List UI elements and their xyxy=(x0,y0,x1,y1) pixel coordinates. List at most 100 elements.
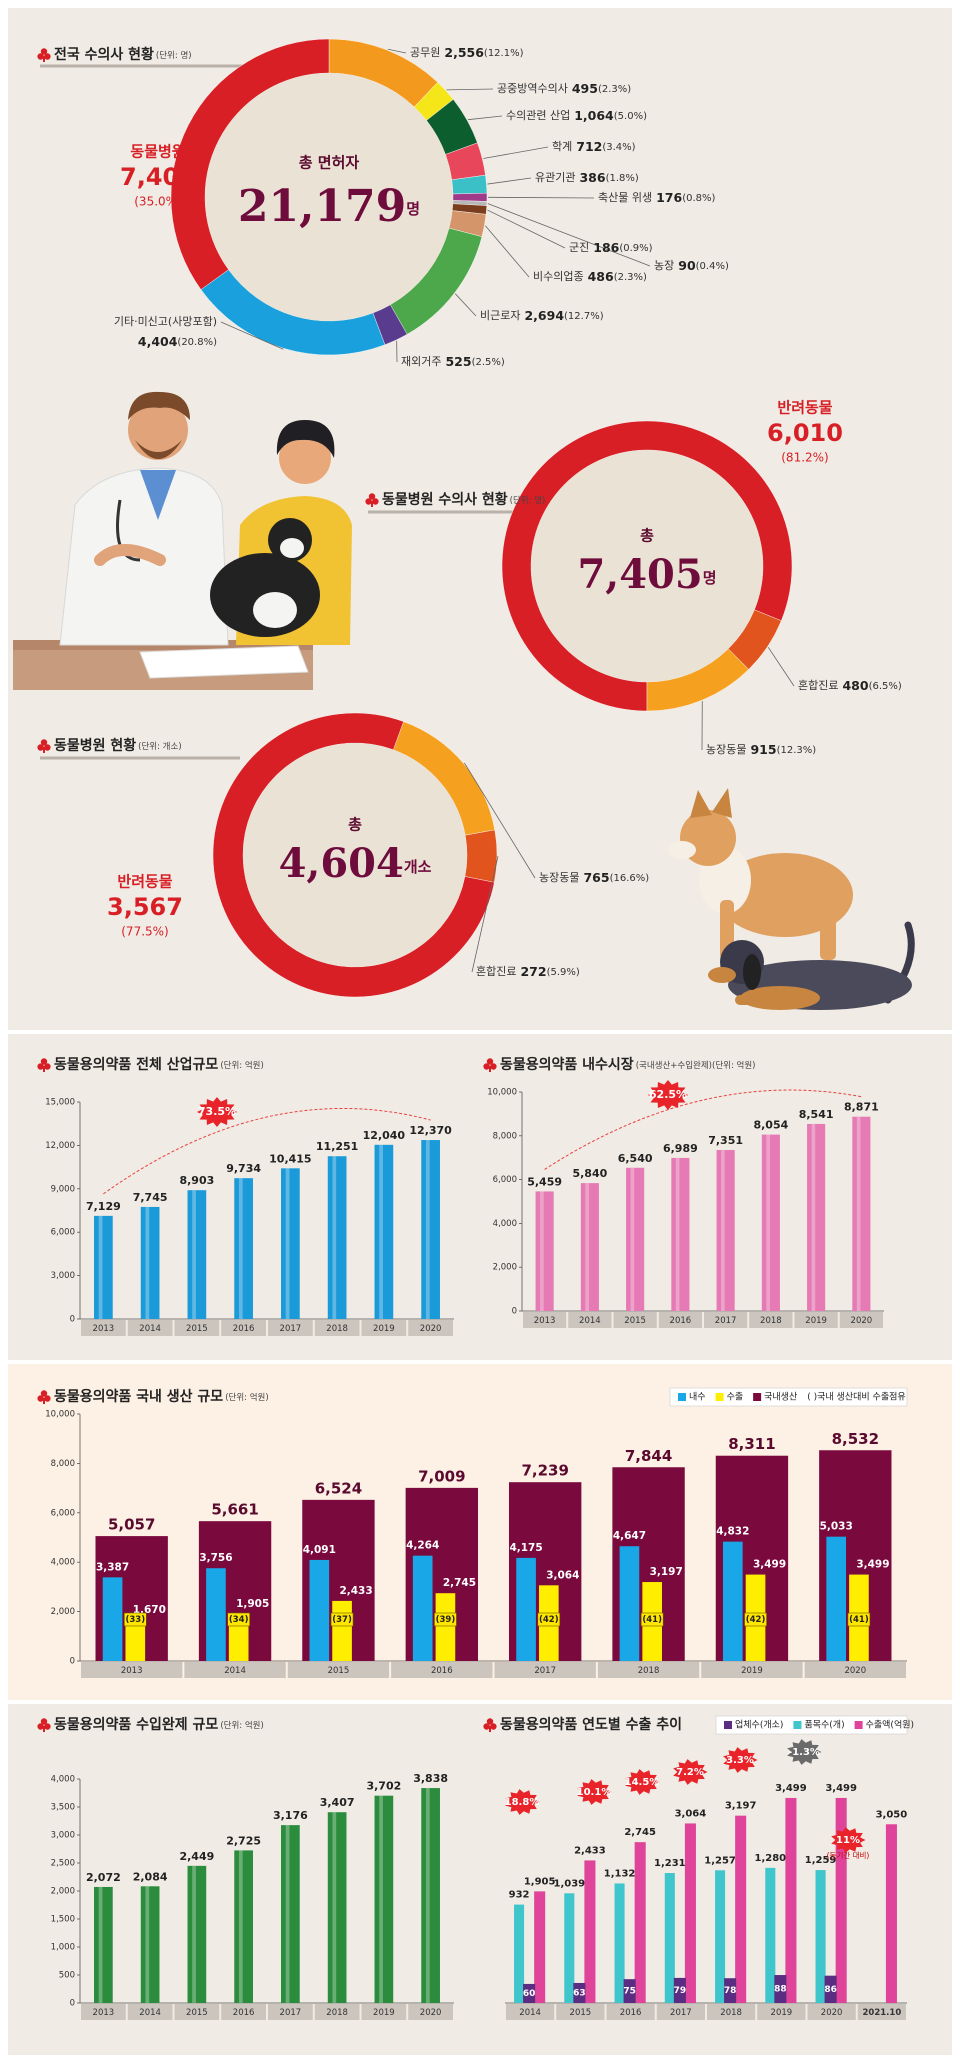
slice-name: 공중방역수의사 xyxy=(497,82,568,95)
legend-label: 수출액(억원) xyxy=(866,1719,914,1731)
value-label: 10,415 xyxy=(269,1152,311,1165)
value-label: 5,661 xyxy=(211,1501,258,1519)
icon-part xyxy=(486,1718,494,1725)
chart-unit: (단위: 명) xyxy=(156,50,192,61)
category-band xyxy=(268,1320,313,1336)
chart-title-text: 동물용의약품 연도별 수출 추이 xyxy=(500,1716,682,1733)
x-tick-label: 2019 xyxy=(771,2008,793,2018)
y-tick-label: 0 xyxy=(70,1999,75,2009)
value-label: 4,091 xyxy=(303,1544,336,1556)
bar xyxy=(374,1144,394,1319)
bar xyxy=(807,1123,826,1311)
bar-highlight xyxy=(585,1183,589,1311)
x-tick-label: 2015 xyxy=(624,1316,646,1326)
annotation-burst xyxy=(196,1097,238,1127)
bar-highlight xyxy=(238,1850,243,2003)
bar xyxy=(187,1865,207,2003)
bar-highlight xyxy=(238,1178,243,1319)
annotation: 18.8% xyxy=(505,1797,540,1808)
value-label: 1,280 xyxy=(754,1853,786,1864)
center-total: 21,179명 xyxy=(238,181,420,232)
chart-unit: (국내생산+수입완제)(단위: 억원) xyxy=(636,1060,756,1071)
value-label: 5,840 xyxy=(572,1167,607,1180)
bar xyxy=(140,1206,160,1319)
slice-label: 농장동물 915(12.3%) xyxy=(706,742,816,757)
annotation: 14.5% xyxy=(625,1777,660,1788)
vet-head xyxy=(128,400,188,460)
slice-value: 186 xyxy=(593,240,619,255)
legend-box xyxy=(715,1715,908,1735)
category-band xyxy=(361,1320,407,1336)
x-tick-label: 2016 xyxy=(670,1316,692,1326)
bar xyxy=(722,1541,743,1661)
bar-highlight xyxy=(721,1150,725,1311)
y-tick-label: 4,000 xyxy=(493,1219,517,1229)
vet-hand xyxy=(94,544,166,566)
x-tick-label: 2014 xyxy=(519,2008,541,2018)
slice-percent: (3.4%) xyxy=(602,142,635,153)
title-icon xyxy=(365,493,379,507)
annotation-burst xyxy=(787,1739,822,1765)
chart-title: 동물용의약품 내수시장 (국내생산+수입완제)(단위: 억원) xyxy=(500,1056,755,1073)
value-label: 3,838 xyxy=(413,1772,448,1785)
icon-part xyxy=(486,1058,494,1065)
icon-part xyxy=(43,56,45,62)
x-tick-label: 2014 xyxy=(224,1666,246,1676)
dachshund-snout xyxy=(708,967,736,983)
chart-title-text: 동물병원 현황 xyxy=(54,737,136,754)
x-tick-label: 2015 xyxy=(570,2008,592,2018)
value-label: 1,039 xyxy=(553,1878,585,1889)
slice-percent: (0.8%) xyxy=(682,193,715,204)
icon-part xyxy=(43,1726,45,1732)
icon-part xyxy=(44,1063,51,1070)
bar xyxy=(281,1825,300,2003)
slice-label: 농장동물 765(16.6%) xyxy=(539,870,649,885)
y-tick-label: 9,000 xyxy=(51,1184,75,1194)
chart-title-text: 동물용의약품 전체 산업규모 xyxy=(54,1056,218,1073)
slice-name: 기타·미신고(사망포함) xyxy=(114,315,217,328)
slice-label: 비수의업종 486(2.3%) xyxy=(533,269,647,284)
bar xyxy=(724,1978,737,2003)
annotation-burst xyxy=(505,1789,540,1815)
category-band xyxy=(794,1312,838,1328)
slice-percent: (16.6%) xyxy=(610,873,650,884)
slice-label: 농장 90(0.4%) xyxy=(654,258,729,273)
value-label: 63 xyxy=(573,1988,586,1998)
center-unit: 명 xyxy=(406,200,420,218)
slice-label: 비근로자 2,694(12.7%) xyxy=(480,308,604,323)
annotation-burst xyxy=(673,1759,708,1785)
annotation: 7.2% xyxy=(676,1767,704,1778)
value-label: 88 xyxy=(774,1985,787,1995)
value-label: 1,132 xyxy=(604,1868,636,1879)
x-tick-label: 2020 xyxy=(420,1324,442,1334)
vet-hair xyxy=(128,391,190,420)
x-tick-label: 2013 xyxy=(534,1316,556,1326)
bar xyxy=(187,1190,207,1319)
center-value: 21,179 xyxy=(238,181,406,232)
chart-title-text: 동물용의약품 국내 생산 규모 xyxy=(54,1388,223,1405)
icon-part xyxy=(365,498,372,505)
x-tick-label: 2013 xyxy=(93,1324,115,1334)
annotation-burst xyxy=(723,1747,758,1773)
bar xyxy=(412,1555,433,1661)
bar xyxy=(309,1559,330,1661)
bar xyxy=(234,1178,253,1319)
share-label: (39) xyxy=(436,1615,456,1625)
share-box xyxy=(847,1612,871,1627)
chart-unit: (단위: 명) xyxy=(510,495,546,506)
share-box xyxy=(330,1612,354,1627)
slice-label: 재외거주 525(2.5%) xyxy=(401,354,505,369)
value-label: 11,251 xyxy=(316,1140,358,1153)
value-label: 5,033 xyxy=(820,1521,853,1533)
bar-highlight xyxy=(285,1825,290,2003)
value-label: 5,459 xyxy=(527,1175,562,1188)
category-band xyxy=(707,2004,756,2020)
slice-name: 공무원 xyxy=(410,46,440,59)
slice-value: 525 xyxy=(445,354,471,369)
annotation: 73.5% xyxy=(198,1105,236,1118)
corgi-ear xyxy=(712,788,732,818)
slice-percent: (12.3%) xyxy=(777,745,817,756)
leader-line xyxy=(387,48,407,54)
category-band xyxy=(701,1662,803,1678)
bar xyxy=(774,1975,787,2003)
